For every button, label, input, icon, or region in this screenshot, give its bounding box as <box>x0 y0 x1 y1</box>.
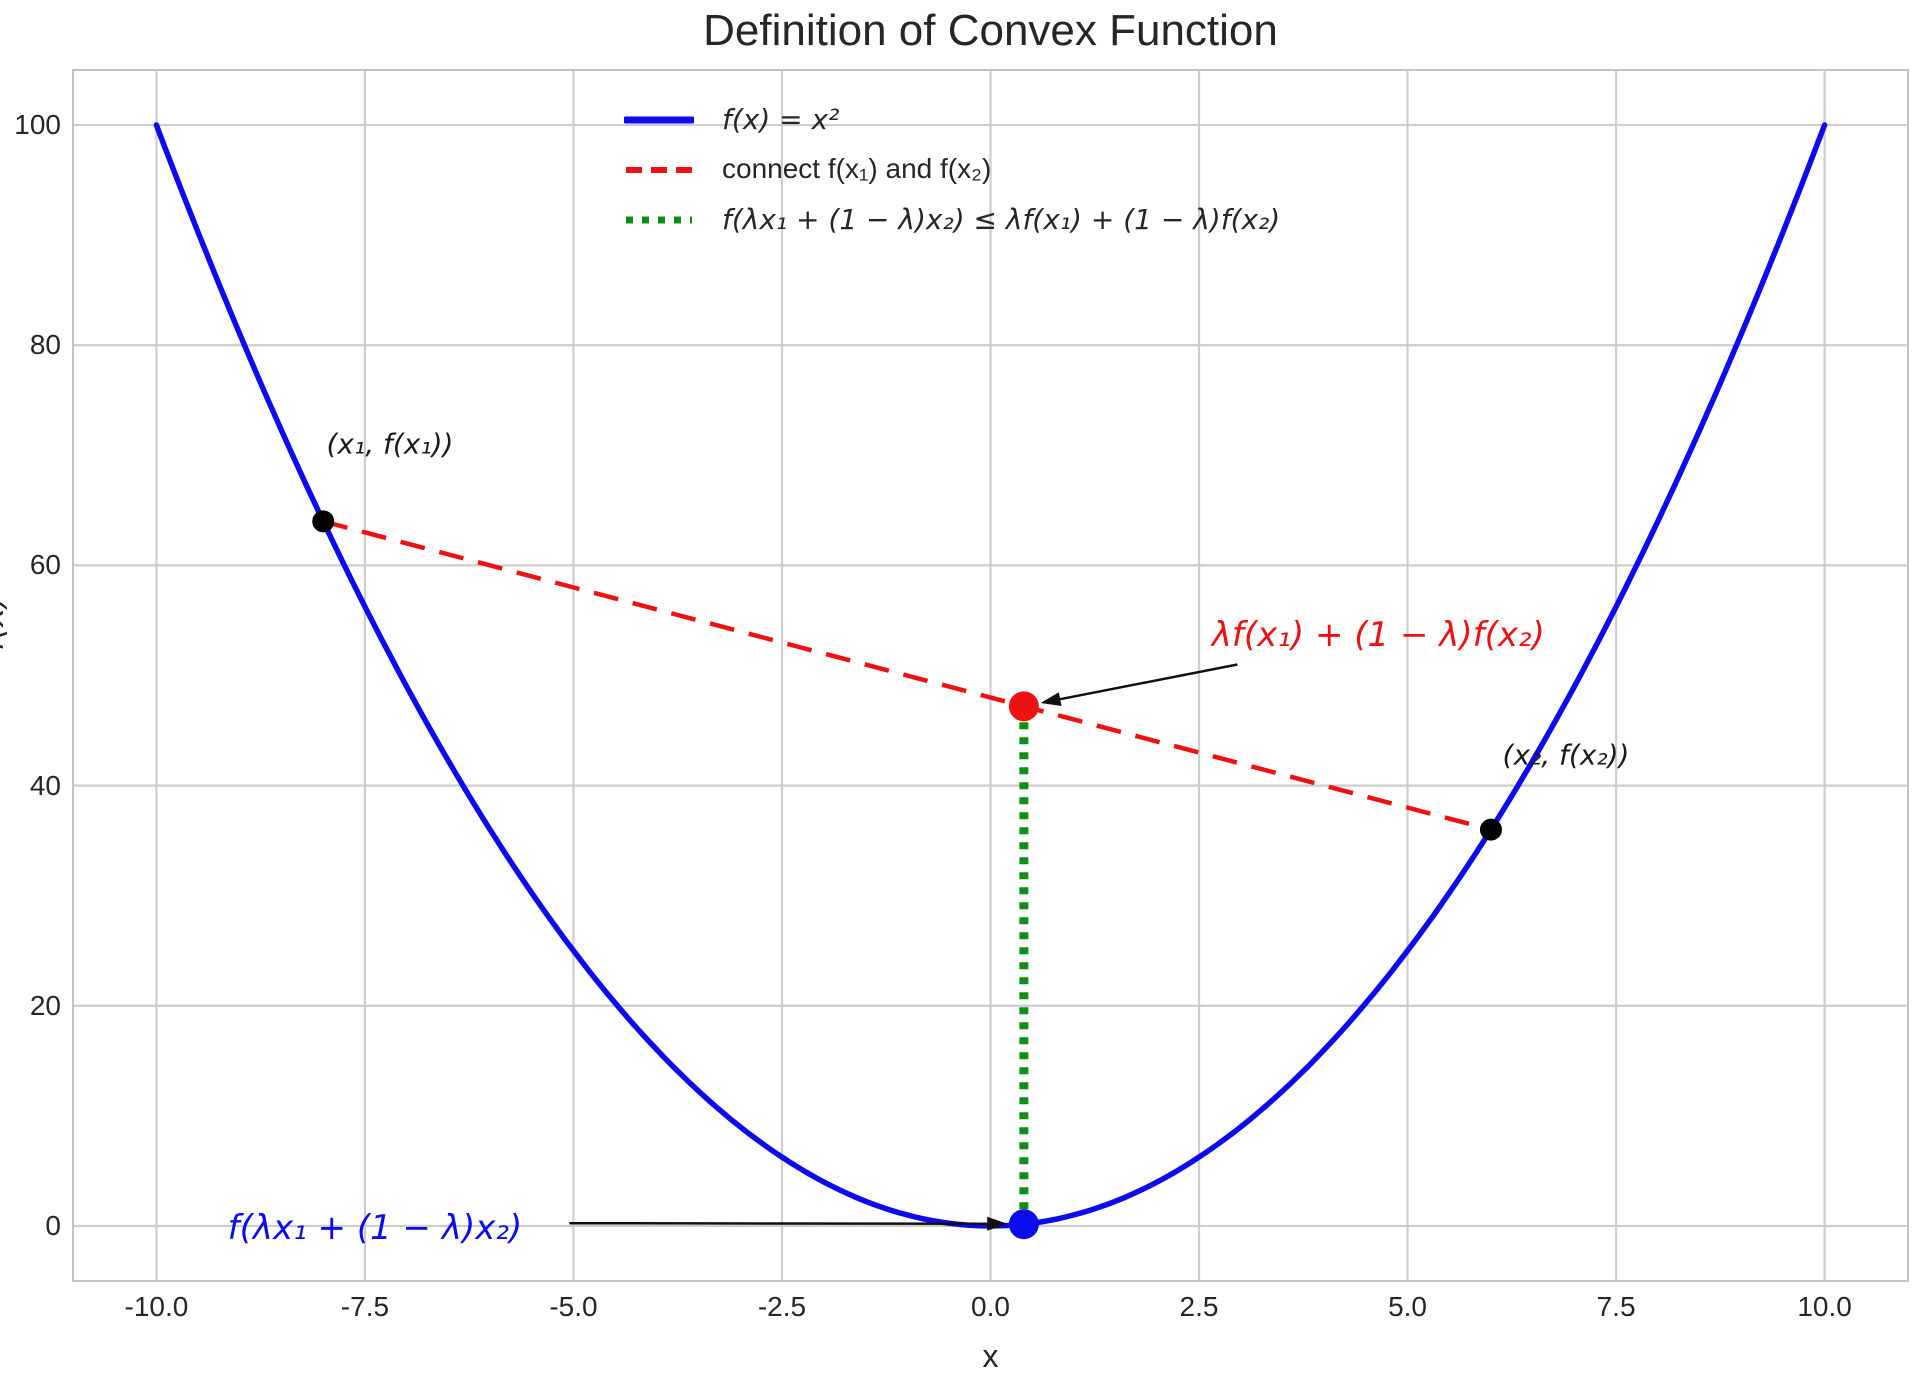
point-x1 <box>312 510 335 533</box>
x-tick-label: 0.0 <box>971 1291 1010 1322</box>
y-tick-label: 0 <box>45 1209 61 1241</box>
legend-swatch-dotted <box>624 213 694 225</box>
x-tick-label: -10.0 <box>124 1291 189 1322</box>
x-tick-label: 10.0 <box>1797 1291 1852 1322</box>
y-tick-label: 80 <box>29 329 61 361</box>
legend-label-0: f(x) = x² <box>722 102 840 136</box>
chord-value-label-arrow <box>1059 663 1238 701</box>
x-tick-label: 5.0 <box>1388 1291 1427 1322</box>
annotation-chord-value-label: λf(x₁) + (1 − λ)f(x₂) <box>1211 614 1545 655</box>
legend-item-0: f(x) = x² <box>622 94 1280 144</box>
curve-value-label-arrow <box>569 1221 988 1225</box>
y-axis-label: f(x) <box>0 595 11 651</box>
plot-border <box>72 69 1909 1282</box>
curve-value-label-arrowhead <box>987 1216 1008 1231</box>
chart-title: Definition of Convex Function <box>703 6 1278 55</box>
point-x2 <box>1479 818 1502 841</box>
y-tick-label: 60 <box>29 549 61 581</box>
y-tick-label: 100 <box>14 109 61 141</box>
point-on-chord <box>1008 691 1039 722</box>
y-tick-label: 40 <box>29 769 61 801</box>
chord-value-label-arrowhead <box>1040 692 1062 707</box>
x-tick-label: -5.0 <box>549 1291 598 1322</box>
legend-label-2: f(λx₁ + (1 − λ)x₂) ≤ λf(x₁) + (1 − λ)f(x… <box>722 202 1281 236</box>
legend: f(x) = x² connect f(x₁) and f(x₂) f(λx₁ + … <box>622 94 1280 244</box>
annotation-curve-value-label: f(λx₁ + (1 − λ)x₂) <box>227 1208 523 1249</box>
legend-swatch-solid <box>622 113 696 125</box>
legend-item-1: connect f(x₁) and f(x₂) <box>624 144 1280 194</box>
x-tick-label: -7.5 <box>340 1291 390 1322</box>
dotted-line-icon <box>626 216 692 224</box>
annotation-x1-point-label: (x₁, f(x₁)) <box>326 427 454 461</box>
legend-label-1: connect f(x₁) and f(x₂) <box>722 153 992 184</box>
dashed-line-icon <box>626 167 692 173</box>
chord-line <box>322 519 1492 832</box>
legend-item-2: f(λx₁ + (1 − λ)x₂) ≤ λf(x₁) + (1 − λ)f(x… <box>624 194 1280 244</box>
solid-line-icon <box>622 116 696 124</box>
annotation-x2-point-label: (x₂, f(x₂)) <box>1502 738 1630 772</box>
legend-swatch-dashed <box>624 163 694 175</box>
x-axis-label: x <box>982 1338 999 1374</box>
x-tick-label: 7.5 <box>1596 1291 1636 1322</box>
x-tick-label: -2.5 <box>757 1291 807 1322</box>
point-on-curve <box>1008 1209 1039 1240</box>
x-tick-label: 2.5 <box>1179 1291 1219 1322</box>
y-tick-label: 20 <box>29 989 61 1021</box>
